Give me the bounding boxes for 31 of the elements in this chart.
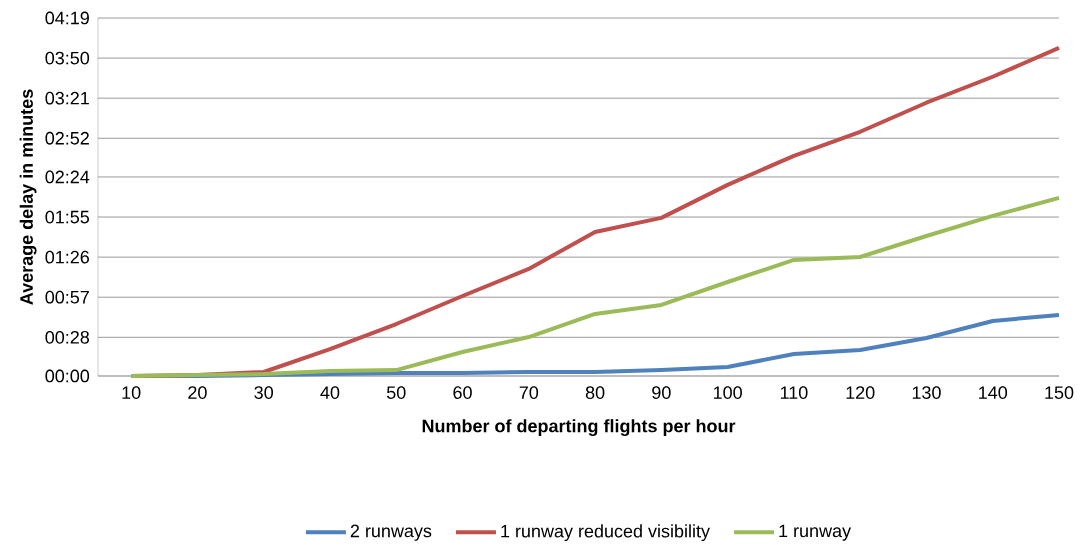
- x-tick-label: 80: [585, 386, 605, 399]
- y-tick-label: 03:21: [45, 91, 89, 105]
- x-axis-title: Number of departing flights per hour: [422, 419, 736, 436]
- x-tick-label: 60: [453, 386, 472, 399]
- x-tick-label: 30: [254, 386, 273, 399]
- x-tick-label: 130: [912, 386, 941, 399]
- y-tick-label: 00:00: [45, 369, 90, 383]
- legend-label: 2 runways: [350, 524, 432, 541]
- y-tick-label: 02:52: [45, 131, 89, 145]
- y-tick-label: 00:57: [45, 290, 89, 304]
- x-tick-label: 110: [780, 386, 808, 399]
- x-tick-label: 150: [1045, 386, 1074, 399]
- y-tick-label: 01:26: [45, 250, 90, 264]
- x-tick-label: 90: [652, 386, 671, 399]
- y-axis-title: Average delay in minutes: [19, 89, 37, 305]
- y-tick-label: 04:19: [45, 11, 89, 25]
- legend-label: 1 runway reduced visibility: [501, 524, 710, 542]
- y-tick-label: 02:24: [45, 170, 90, 184]
- x-tick-label: 100: [713, 386, 742, 399]
- x-tick-label: 140: [979, 386, 1008, 399]
- legend-label: 1 runway: [779, 524, 852, 541]
- y-tick-label: 03:50: [45, 51, 90, 65]
- x-tick-label: 40: [320, 386, 340, 399]
- x-tick-label: 50: [386, 386, 406, 399]
- y-tick-label: 00:28: [45, 330, 90, 344]
- x-tick-label: 20: [188, 386, 207, 399]
- y-tick-label: 01:55: [45, 210, 90, 224]
- x-tick-label: 10: [122, 386, 141, 399]
- line-series: [129, 195, 1062, 378]
- x-tick-label: 70: [519, 386, 539, 399]
- x-tick-label: 120: [846, 386, 875, 399]
